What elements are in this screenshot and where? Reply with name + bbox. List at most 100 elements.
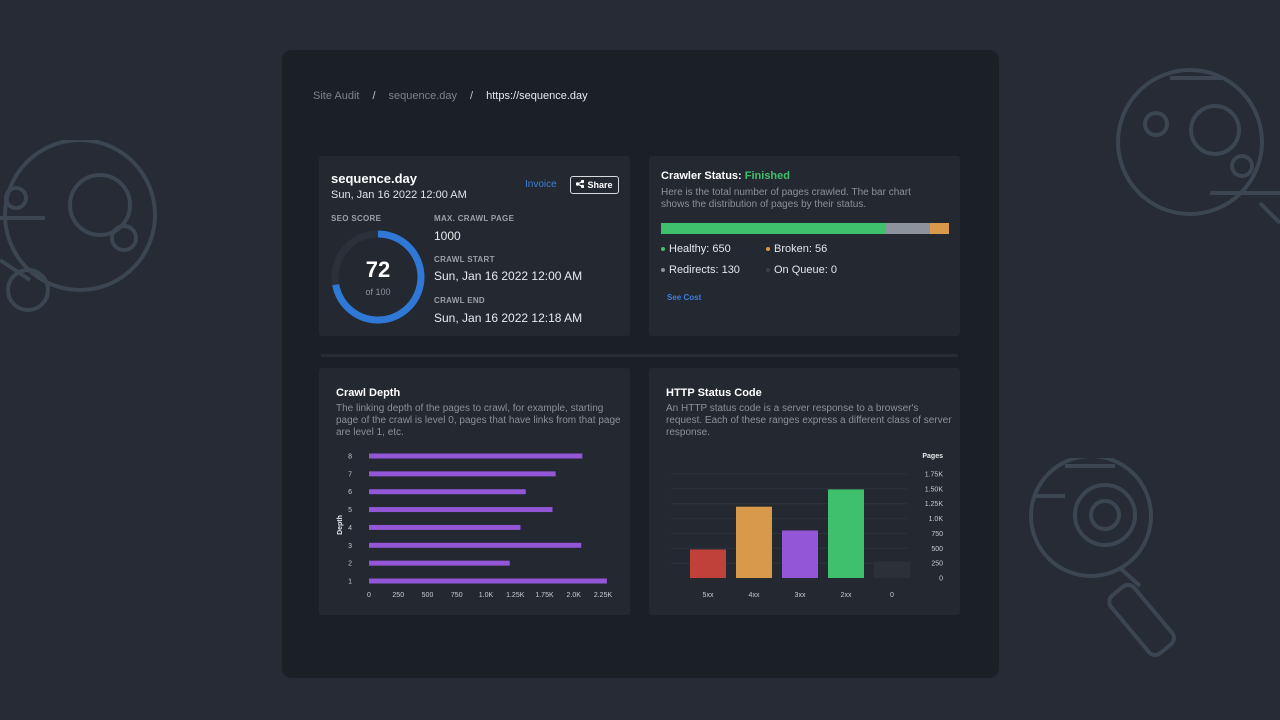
magnifier-icon (1025, 458, 1200, 658)
breadcrumb-domain[interactable]: sequence.day (388, 90, 458, 102)
pages-axis-label: Pages (922, 453, 943, 460)
crawl-start-value: Sun, Jan 16 2022 12:00 AM (434, 269, 583, 283)
redirects-dot-icon (661, 268, 665, 272)
depth-bar (369, 471, 556, 477)
share-button[interactable]: Share (570, 176, 619, 194)
seo-score-label: SEO SCORE (331, 214, 382, 223)
depth-x-tick-label: 500 (422, 592, 434, 599)
max-crawl-value: 1000 (434, 229, 461, 243)
breadcrumb-separator: / (470, 90, 474, 102)
http-y-tick-label: 1.0K (929, 516, 944, 523)
legend-on-queue: On Queue: 0 (766, 264, 837, 276)
depth-tick-label: 2 (348, 561, 352, 568)
http-x-tick-label: 0 (890, 592, 894, 599)
depth-tick-label: 1 (348, 579, 352, 586)
depth-bar (369, 560, 510, 566)
http-x-tick-label: 5xx (703, 592, 714, 599)
crawler-status-description: Here is the total number of pages crawle… (661, 187, 911, 210)
http-y-tick-label: 250 (931, 561, 943, 568)
depth-bar (369, 507, 553, 513)
http-y-tick-label: 500 (931, 546, 943, 553)
depth-x-tick-label: 2.25K (594, 592, 613, 599)
crawl-depth-card: Depth 1 2 3 4 5 6 7 8 0 250 500 750 1.0K 1.25K 1.75K 2.0… (319, 368, 630, 615)
on-queue-dot-icon (766, 268, 770, 272)
breadcrumb-current-url: https://sequence.day (486, 90, 588, 102)
site-name: sequence.day (331, 171, 417, 186)
breadcrumb: Site Audit / sequence.day / https://sequ… (313, 90, 588, 102)
status-bar-segment-0 (661, 223, 885, 234)
http-status-card: 0 250 500 750 1.0K 1.25K 1.50K 1.75K Pages 5xx 4xx… (649, 368, 960, 615)
http-x-tick-label: 4xx (749, 592, 760, 599)
depth-x-tick-label: 750 (451, 592, 463, 599)
legend-redirects: Redirects: 130 (661, 264, 740, 276)
depth-bar (369, 489, 526, 495)
crawler-status-title: Crawler Status: Finished (661, 170, 790, 182)
crawl-depth-description: The linking depth of the pages to crawl,… (336, 403, 621, 438)
depth-x-tick-label: 1.25K (506, 592, 525, 599)
crawl-end-label: CRAWL END (434, 296, 485, 305)
invoice-link[interactable]: Invoice (525, 179, 557, 190)
crawl-depth-title: Crawl Depth (336, 387, 401, 399)
depth-tick-label: 6 (348, 489, 352, 496)
depth-bar (369, 578, 607, 584)
depth-x-tick-label: 2.0K (567, 592, 582, 599)
http-status-description: An HTTP status code is a server response… (666, 403, 952, 438)
http-y-tick-label: 1.25K (925, 501, 944, 508)
depth-tick-label: 8 (348, 454, 352, 461)
crawler-status-bar (661, 223, 949, 234)
seo-score-gauge (331, 230, 425, 329)
depth-x-tick-label: 1.0K (479, 592, 494, 599)
http-bar (828, 489, 864, 578)
share-icon (576, 179, 585, 190)
http-y-tick-label: 1.75K (925, 472, 944, 479)
status-bar-segment-2 (929, 223, 949, 234)
crawler-status-prefix: Crawler Status: (661, 170, 742, 182)
depth-bar (369, 524, 521, 530)
crawl-end-value: Sun, Jan 16 2022 12:18 AM (434, 311, 583, 325)
breadcrumb-site-audit[interactable]: Site Audit (313, 90, 360, 102)
depth-x-tick-label: 250 (392, 592, 404, 599)
crawler-status-value: Finished (744, 170, 790, 182)
http-x-tick-label: 3xx (795, 592, 806, 599)
depth-tick-label: 4 (348, 525, 352, 532)
legend-healthy-label: Healthy: 650 (669, 243, 731, 255)
planet-icon (1110, 68, 1280, 248)
site-date: Sun, Jan 16 2022 12:00 AM (331, 189, 467, 201)
broken-dot-icon (766, 247, 770, 251)
crawl-depth-chart: Depth 1 2 3 4 5 6 7 8 0 250 500 750 1.0K 1.25K 1.75K 2.0… (337, 453, 613, 599)
http-y-tick-label: 0 (939, 576, 943, 583)
share-button-label: Share (587, 180, 613, 190)
section-divider (321, 354, 958, 357)
http-status-chart: 0 250 500 750 1.0K 1.25K 1.50K 1.75K Pages 5xx 4xx… (671, 453, 944, 599)
max-crawl-label: MAX. CRAWL PAGE (434, 214, 515, 223)
depth-tick-label: 5 (348, 507, 352, 514)
http-x-tick-label: 2xx (841, 592, 852, 599)
depth-x-tick-label: 0 (367, 592, 371, 599)
seo-score-value: 72 (365, 257, 391, 282)
healthy-dot-icon (661, 247, 665, 251)
legend-on-queue-label: On Queue: 0 (774, 264, 837, 276)
breadcrumb-separator: / (372, 90, 376, 102)
http-bar (874, 561, 910, 578)
crawl-start-label: CRAWL START (434, 255, 495, 264)
planet-icon (0, 140, 165, 320)
seo-score-max: of 100 (365, 287, 391, 297)
depth-tick-label: 7 (348, 471, 352, 478)
depth-bar (369, 542, 582, 548)
legend-healthy: Healthy: 650 (661, 243, 731, 255)
see-cost-link[interactable]: See Cost (667, 293, 702, 302)
legend-redirects-label: Redirects: 130 (669, 264, 740, 276)
http-status-title: HTTP Status Code (666, 387, 762, 399)
legend-broken-label: Broken: 56 (774, 243, 828, 255)
legend-broken: Broken: 56 (766, 243, 827, 255)
crawler-status-card: Crawler Status: Finished Here is the tot… (649, 156, 960, 336)
http-bar (736, 506, 772, 578)
http-bar (690, 549, 726, 578)
http-bar (782, 530, 818, 578)
site-overview-card: sequence.day Sun, Jan 16 2022 12:00 AM I… (319, 156, 630, 336)
depth-bar (369, 453, 583, 459)
depth-tick-label: 3 (348, 543, 352, 550)
site-audit-panel: Site Audit / sequence.day / https://sequ… (282, 50, 999, 678)
depth-x-tick-label: 1.75K (535, 592, 554, 599)
http-y-tick-label: 750 (931, 531, 943, 538)
